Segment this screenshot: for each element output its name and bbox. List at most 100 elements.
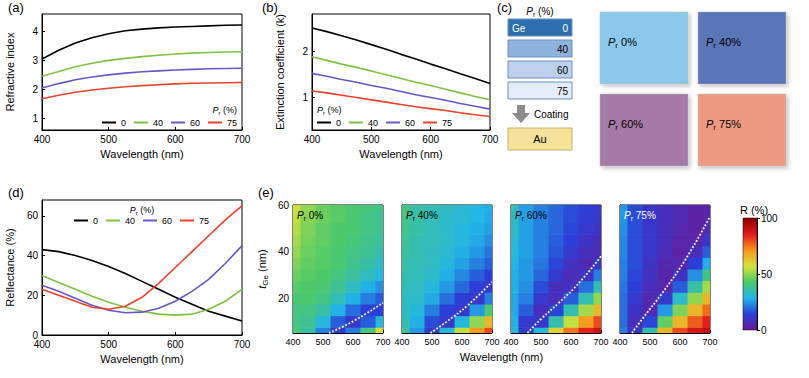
svg-text:20: 20: [278, 293, 290, 304]
html-text:Pr: Pr: [706, 36, 716, 50]
svg-text:500: 500: [424, 337, 439, 347]
svg-text:0%: 0%: [618, 36, 637, 48]
svg-text:0: 0: [336, 118, 341, 128]
svg-text:500: 500: [363, 134, 380, 145]
svg-text:400: 400: [34, 339, 51, 350]
svg-text:40: 40: [278, 246, 290, 257]
svg-text:400: 400: [503, 337, 518, 347]
svg-text:Wavelength (nm): Wavelength (nm): [460, 351, 543, 363]
svg-text:40: 40: [557, 44, 569, 55]
svg-text:3: 3: [32, 55, 38, 66]
svg-text:600: 600: [345, 337, 360, 347]
svg-text:Reflectance (%): Reflectance (%): [4, 228, 16, 306]
svg-text:50: 50: [761, 269, 773, 280]
svg-text:1: 1: [302, 92, 308, 103]
svg-text:500: 500: [642, 337, 657, 347]
svg-text:500: 500: [100, 339, 117, 350]
svg-text:(%): (%): [325, 105, 342, 115]
svg-text:60: 60: [162, 216, 172, 226]
svg-text:Wavelength (nm): Wavelength (nm): [100, 353, 183, 365]
svg-text:60: 60: [27, 210, 39, 221]
html-text:Pr: Pr: [608, 118, 618, 132]
svg-text:75%: 75%: [633, 210, 656, 221]
svg-text:Extinction coefficient (k): Extinction coefficient (k): [274, 14, 286, 130]
svg-text:1: 1: [32, 113, 38, 124]
svg-text:500: 500: [533, 337, 548, 347]
svg-text:400: 400: [285, 337, 300, 347]
svg-text:600: 600: [563, 337, 578, 347]
svg-text:700: 700: [234, 339, 251, 350]
svg-text:(b): (b): [262, 0, 278, 15]
svg-text:400: 400: [612, 337, 627, 347]
svg-text:500: 500: [315, 337, 330, 347]
svg-text:20: 20: [27, 290, 39, 301]
svg-text:2: 2: [302, 46, 308, 57]
svg-text:P: P: [212, 105, 218, 115]
svg-text:700: 700: [375, 337, 390, 347]
svg-text:0: 0: [93, 216, 98, 226]
html-text:Pr: Pr: [608, 36, 618, 50]
html-text:Pr: Pr: [515, 209, 524, 222]
svg-text:700: 700: [484, 337, 499, 347]
svg-text:600: 600: [167, 339, 184, 350]
svg-text:Ge: Ge: [261, 274, 270, 285]
svg-text:(e): (e): [258, 185, 274, 200]
svg-text:40%: 40%: [716, 36, 741, 48]
svg-text:400: 400: [304, 134, 321, 145]
html-text:Pr: Pr: [129, 204, 138, 216]
html-text:Pr: Pr: [706, 118, 716, 132]
svg-text:(%): (%): [535, 6, 553, 17]
svg-text:40: 40: [153, 118, 163, 128]
svg-text:100: 100: [761, 213, 778, 224]
svg-text:2: 2: [32, 84, 38, 95]
svg-text:75: 75: [442, 118, 452, 128]
svg-text:(c): (c): [497, 0, 512, 15]
html-text:Pr: Pr: [526, 5, 536, 18]
svg-text:60%: 60%: [524, 210, 547, 221]
svg-text:700: 700: [593, 337, 608, 347]
svg-text:60: 60: [278, 200, 290, 211]
svg-text:600: 600: [454, 337, 469, 347]
svg-text:Wavelength (nm): Wavelength (nm): [100, 148, 183, 160]
svg-text:600: 600: [422, 134, 439, 145]
svg-text:40%: 40%: [415, 210, 438, 221]
svg-text:60: 60: [557, 65, 569, 76]
svg-text:0: 0: [562, 23, 568, 34]
svg-text:60%: 60%: [618, 118, 643, 130]
svg-text:r: r: [219, 110, 221, 116]
svg-text:500: 500: [100, 134, 117, 145]
svg-text:600: 600: [167, 134, 184, 145]
svg-text:0: 0: [121, 118, 126, 128]
svg-text:(d): (d): [8, 185, 24, 200]
svg-text:0%: 0%: [306, 210, 323, 221]
svg-text:(nm): (nm): [256, 249, 268, 275]
svg-text:60: 60: [405, 118, 415, 128]
html-text:Pr: Pr: [406, 209, 415, 222]
svg-text:(%): (%): [221, 105, 238, 115]
html-text:Pr: Pr: [297, 209, 306, 222]
svg-text:400: 400: [394, 337, 409, 347]
svg-text:Refractive index: Refractive index: [4, 32, 16, 111]
svg-text:60: 60: [190, 118, 200, 128]
svg-text:75: 75: [557, 86, 569, 97]
svg-text:(%): (%): [138, 205, 155, 215]
svg-text:40: 40: [27, 250, 39, 261]
svg-text:400: 400: [34, 134, 51, 145]
svg-text:(a): (a): [8, 0, 24, 15]
svg-text:700: 700: [234, 134, 251, 145]
svg-text:40: 40: [368, 118, 378, 128]
svg-text:75%: 75%: [716, 118, 741, 130]
svg-text:Coating: Coating: [534, 109, 568, 120]
svg-text:0: 0: [761, 325, 767, 336]
svg-text:4: 4: [32, 26, 38, 37]
svg-text:Au: Au: [533, 133, 546, 145]
svg-text:600: 600: [672, 337, 687, 347]
svg-text:75: 75: [199, 216, 209, 226]
svg-text:Wavelength (nm): Wavelength (nm): [359, 148, 442, 160]
svg-text:R (%): R (%): [739, 203, 769, 216]
svg-text:75: 75: [227, 118, 237, 128]
svg-text:700: 700: [482, 134, 499, 145]
svg-text:700: 700: [702, 337, 717, 347]
svg-text:40: 40: [125, 216, 135, 226]
svg-text:Ge: Ge: [512, 23, 526, 34]
